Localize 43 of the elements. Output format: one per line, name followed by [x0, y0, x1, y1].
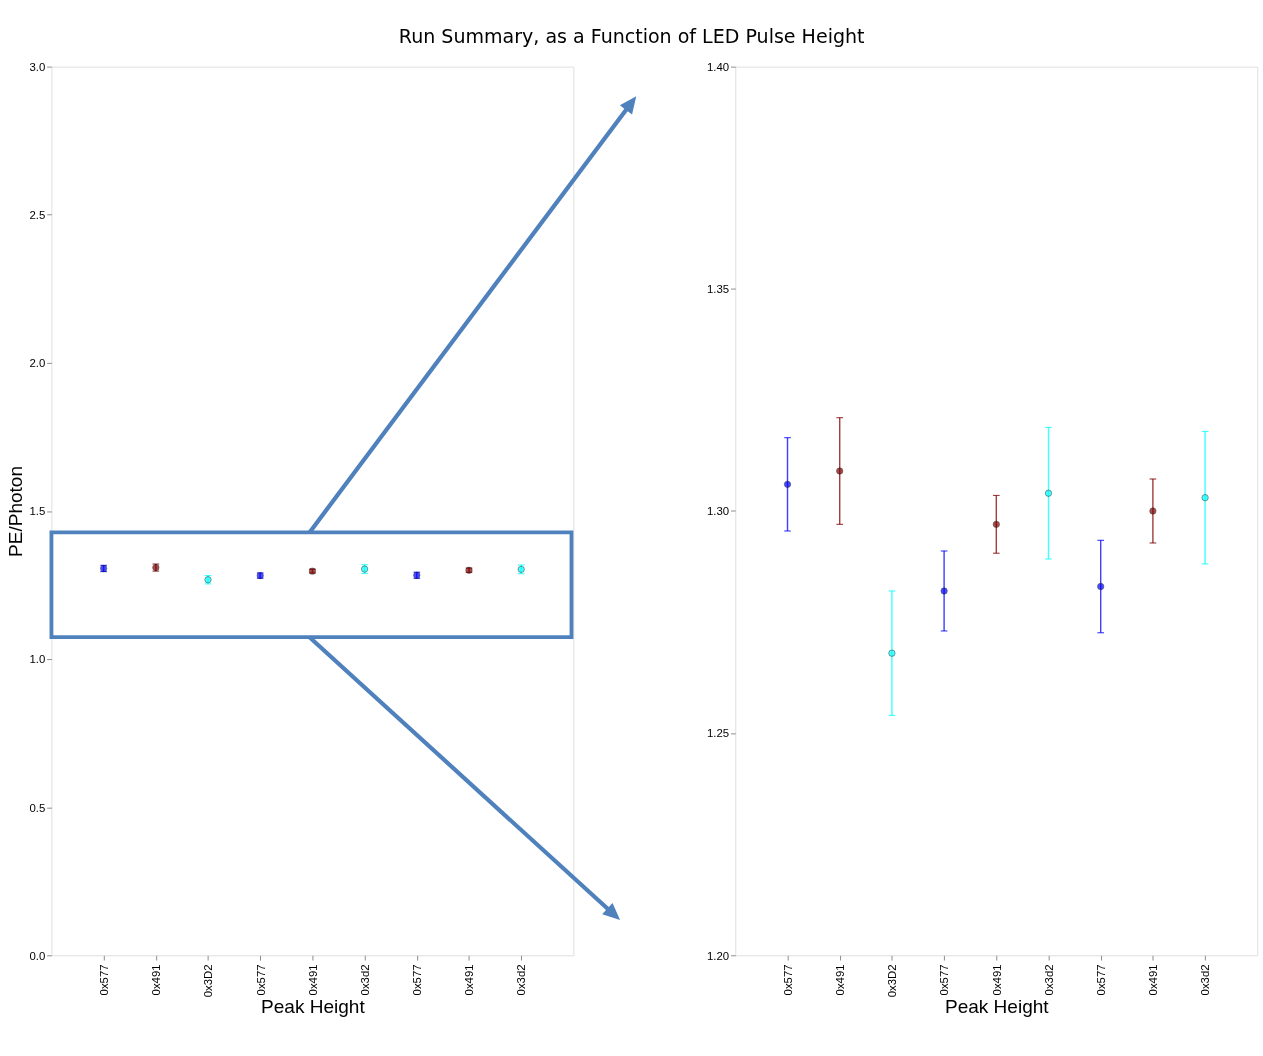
y-tick-label: 1.30	[706, 505, 730, 518]
x-axis-title: Peak Height	[261, 995, 366, 1017]
point	[784, 480, 791, 488]
point	[992, 520, 1000, 528]
x-tick-label: 0x491	[1147, 964, 1160, 996]
y-tick-label: 1.25	[706, 727, 730, 740]
x-tick-label: 0x3d2	[515, 964, 528, 996]
x-tick-label: 0x3d2	[358, 964, 371, 996]
y-tick-label: 0.0	[29, 949, 46, 962]
x-axis-title: Peak Height	[944, 995, 1050, 1017]
y-tick-label: 2.0	[29, 357, 46, 370]
x-tick-label: 0x491	[834, 964, 846, 996]
y-tick-label: 1.0	[29, 653, 46, 666]
x-tick-label: 0x577	[97, 964, 110, 996]
y-tick-label: 1.20	[706, 949, 730, 962]
x-tick-label: 0x3D2	[202, 964, 215, 998]
y-tick-label: 1.5	[29, 505, 46, 518]
point	[888, 649, 896, 657]
x-tick-label: 0x491	[306, 964, 319, 996]
point	[1149, 507, 1157, 515]
x-tick-label: 0x3d2	[1042, 964, 1055, 996]
point	[1201, 494, 1209, 502]
x-tick-label: 0x577	[1094, 964, 1107, 996]
text: Run Summary, as a Function of LED Pulse Height	[398, 25, 865, 48]
x-tick-label: 0x491	[463, 964, 476, 996]
x-tick-label: 0x491	[150, 964, 163, 996]
x-tick-label: 0x491	[990, 964, 1003, 996]
point	[940, 587, 948, 595]
x-tick-label: 0x577	[938, 964, 951, 996]
y-tick-label: 1.35	[706, 283, 730, 296]
x-tick-label: 0x3D2	[886, 964, 899, 998]
y-tick-label: 2.5	[29, 209, 46, 222]
x-tick-label: 0x577	[411, 964, 424, 996]
y-tick-label: 3.0	[29, 60, 46, 73]
y-tick-label: 0.5	[29, 801, 46, 814]
y-tick-label: 1.40	[706, 60, 730, 73]
point	[836, 467, 844, 475]
x-tick-label: 0x577	[254, 964, 267, 996]
x-tick-label: 0x3d2	[1199, 964, 1212, 996]
point	[1045, 489, 1052, 497]
x-tick-label: 0x577	[781, 964, 794, 996]
point	[1097, 583, 1105, 591]
y-axis-title: PE/Photon	[4, 465, 26, 557]
